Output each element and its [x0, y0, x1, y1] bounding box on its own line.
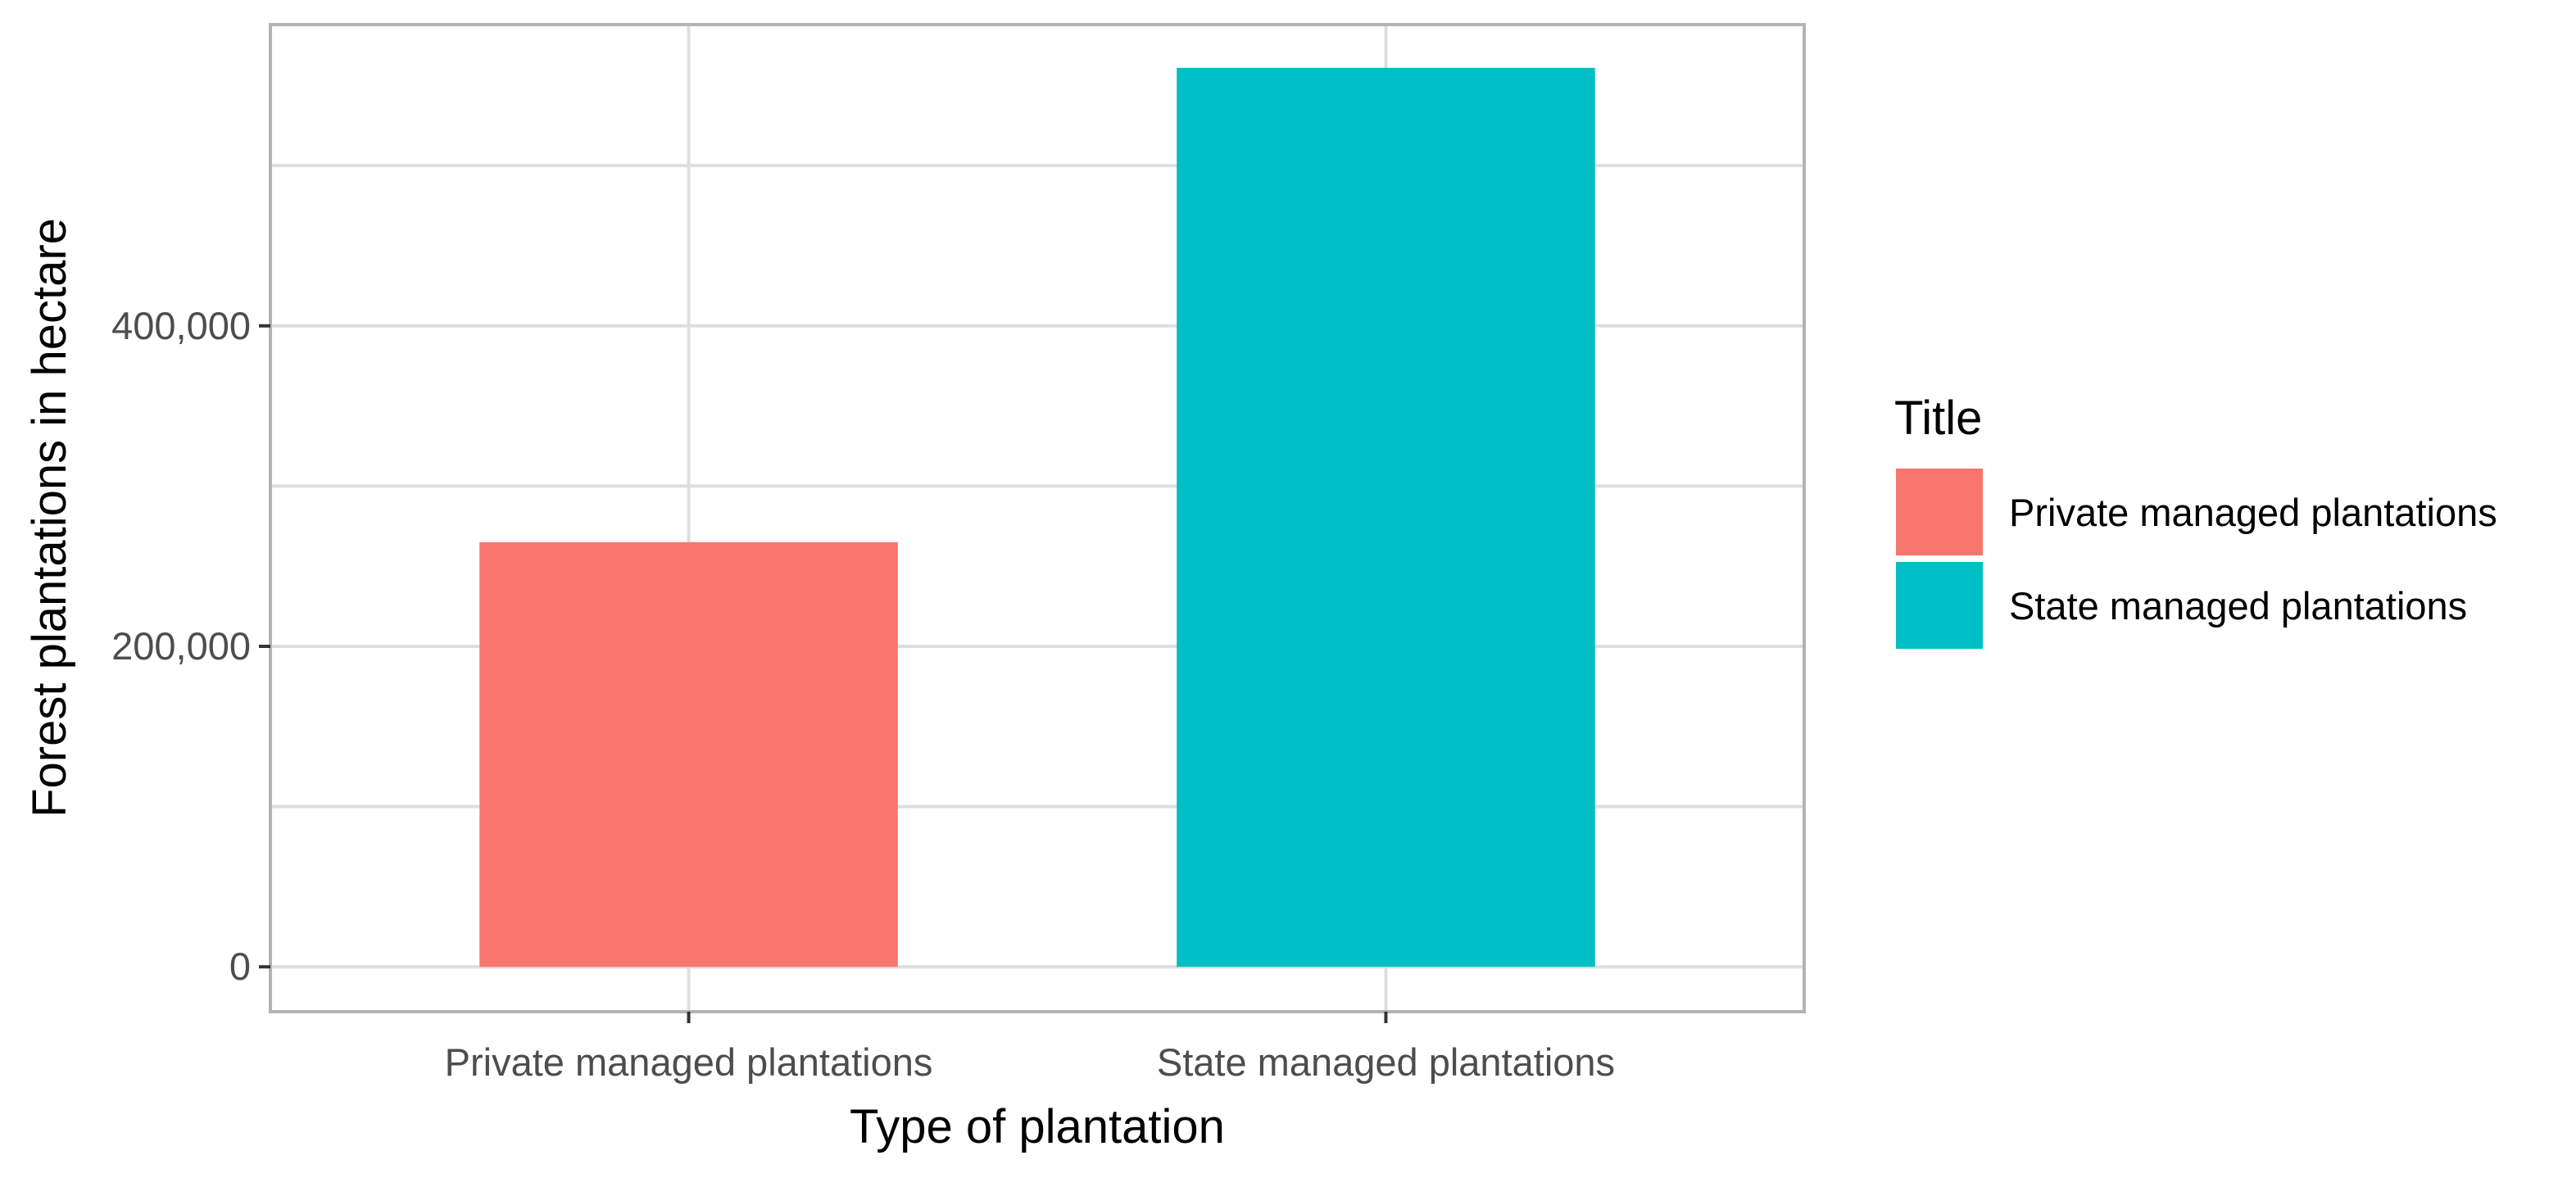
plot-border: [269, 23, 1806, 1013]
x-axis-title: Type of plantation: [850, 1100, 1225, 1153]
legend-label: Private managed plantations: [2009, 491, 2497, 534]
legend-swatch: [1896, 469, 1983, 555]
legend: Title Private managed plantations State m…: [1894, 392, 2497, 649]
y-tick-label: 400,000: [111, 304, 251, 347]
y-tick-label: 0: [229, 945, 251, 988]
legend-swatch: [1896, 562, 1983, 649]
legend-items: Private managed plantations State managed…: [1896, 469, 2497, 649]
legend-label: State managed plantations: [2009, 584, 2467, 627]
y-axis-title: Forest plantations in hectare: [23, 218, 76, 818]
bar: [1177, 67, 1595, 967]
axes: 0 200,000 400,000 Private managed plantatio…: [111, 304, 1615, 1084]
bar: [479, 541, 898, 967]
bars: [479, 67, 1595, 967]
legend-title: Title: [1894, 392, 1982, 445]
x-tick-label: State managed plantations: [1157, 1040, 1615, 1084]
y-tick-label: 200,000: [111, 624, 251, 668]
x-tick-label: Private managed plantations: [445, 1040, 933, 1084]
